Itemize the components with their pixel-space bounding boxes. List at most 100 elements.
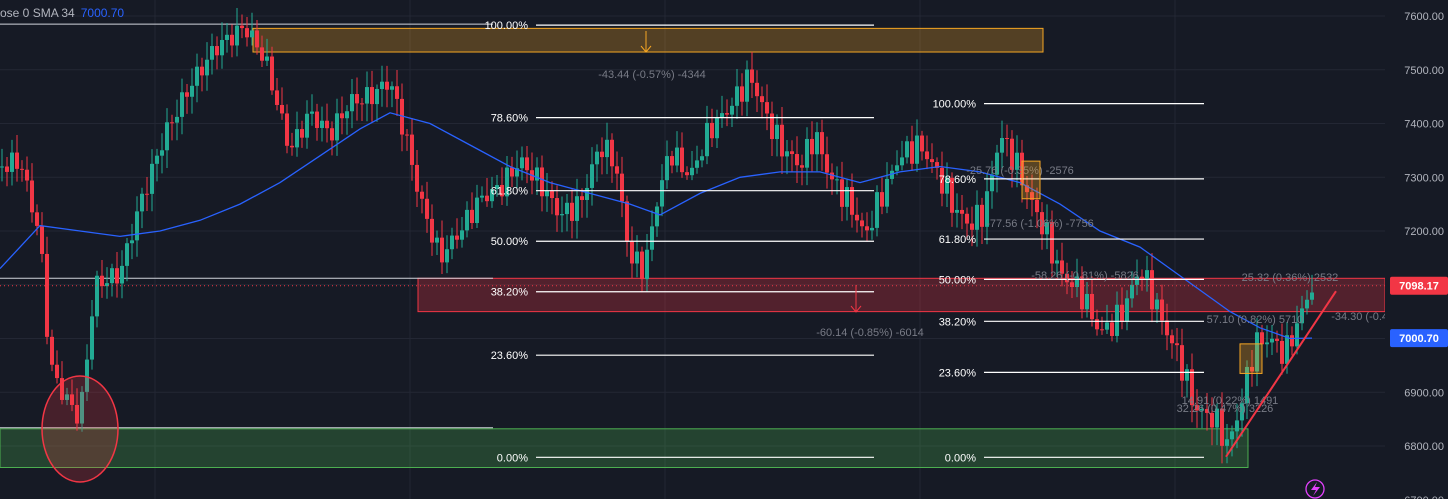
candle bbox=[465, 201, 469, 238]
candle-body bbox=[1235, 420, 1239, 432]
candle bbox=[775, 114, 779, 157]
candle bbox=[740, 73, 744, 116]
fib-level-label: 50.00% bbox=[491, 236, 529, 248]
candle bbox=[1135, 259, 1139, 296]
candle bbox=[980, 197, 984, 244]
candle-body bbox=[1150, 270, 1154, 310]
candle-body bbox=[1230, 431, 1234, 440]
candle bbox=[550, 181, 554, 215]
candle bbox=[375, 84, 379, 122]
candle bbox=[990, 160, 994, 209]
candle bbox=[490, 176, 494, 208]
candle bbox=[340, 96, 344, 135]
measure-label: -43.44 (-0.57%) -4344 bbox=[598, 69, 706, 81]
candle bbox=[705, 105, 709, 165]
down-arrow-marker bbox=[640, 31, 652, 53]
candle-body bbox=[130, 240, 134, 244]
candle-body bbox=[1240, 403, 1244, 421]
candle-body bbox=[50, 336, 54, 365]
candle bbox=[1180, 328, 1184, 398]
candle bbox=[430, 204, 434, 256]
candle bbox=[155, 148, 159, 182]
candle-body bbox=[505, 167, 509, 197]
candle bbox=[230, 24, 234, 58]
candle bbox=[520, 146, 524, 181]
candle bbox=[700, 149, 704, 168]
candle bbox=[70, 379, 74, 412]
candle bbox=[545, 173, 549, 212]
candle-body bbox=[1265, 342, 1269, 345]
candle bbox=[140, 187, 144, 229]
candle bbox=[435, 230, 439, 256]
candle bbox=[0, 148, 4, 182]
candle bbox=[1240, 388, 1244, 437]
candle-body bbox=[465, 209, 469, 231]
candle-body bbox=[230, 34, 234, 46]
candle bbox=[150, 149, 154, 212]
price-axis: 7600.007500.007400.007300.007200.007100.… bbox=[1385, 0, 1448, 499]
candle-body bbox=[585, 187, 589, 200]
candle-body bbox=[1075, 276, 1079, 287]
legend-text: ose 0 SMA 34 bbox=[0, 6, 75, 20]
candle bbox=[915, 119, 919, 172]
candle-body bbox=[1185, 369, 1189, 381]
candle-body bbox=[1030, 192, 1034, 200]
candle bbox=[145, 176, 149, 212]
fib-level-label: 100.00% bbox=[485, 20, 529, 32]
candle bbox=[1055, 249, 1059, 277]
candle-body bbox=[1190, 369, 1194, 406]
candle bbox=[115, 252, 119, 298]
candle bbox=[175, 99, 179, 141]
candle bbox=[535, 157, 539, 195]
candle-body bbox=[1310, 292, 1314, 300]
candle-body bbox=[985, 191, 989, 227]
candle-body bbox=[295, 129, 299, 148]
candle-body bbox=[1195, 405, 1199, 411]
candle-body bbox=[675, 147, 679, 166]
candle-body bbox=[135, 211, 139, 241]
candle bbox=[75, 388, 79, 431]
candle bbox=[1305, 290, 1309, 315]
candle-body bbox=[820, 132, 824, 155]
candle bbox=[1175, 328, 1179, 362]
candle-body bbox=[915, 135, 919, 164]
candle-body bbox=[1000, 138, 1004, 153]
candle-body bbox=[1280, 340, 1284, 364]
candle bbox=[165, 108, 169, 169]
candle-body bbox=[570, 202, 574, 221]
candle-body bbox=[805, 138, 809, 168]
candle-body bbox=[1285, 335, 1289, 364]
candle bbox=[970, 206, 974, 247]
candle-body bbox=[1070, 282, 1074, 287]
candle-body bbox=[300, 129, 304, 138]
candle-body bbox=[360, 103, 364, 105]
candle bbox=[690, 151, 694, 181]
price-tick-label: 7300.00 bbox=[1404, 172, 1444, 184]
candle-body bbox=[310, 111, 314, 114]
candle-body bbox=[550, 190, 554, 199]
candle bbox=[610, 133, 614, 183]
candle-body bbox=[1065, 273, 1069, 283]
candle bbox=[1245, 360, 1249, 420]
candle-body bbox=[95, 275, 99, 317]
candle bbox=[1210, 397, 1214, 446]
candle bbox=[440, 220, 444, 275]
candle-body bbox=[970, 223, 974, 230]
candle-body bbox=[790, 151, 794, 155]
candle-body bbox=[1300, 308, 1304, 324]
candle-body bbox=[1100, 329, 1104, 331]
candle bbox=[965, 207, 969, 240]
candle bbox=[830, 163, 834, 195]
candle bbox=[975, 190, 979, 247]
candle bbox=[560, 196, 564, 233]
candle-body bbox=[595, 151, 599, 165]
candle bbox=[455, 218, 459, 249]
candle bbox=[190, 68, 194, 114]
candle bbox=[180, 78, 184, 135]
candle bbox=[405, 128, 409, 151]
price-tick-label: 7600.00 bbox=[1404, 11, 1444, 23]
candle-body bbox=[995, 152, 999, 175]
candle bbox=[260, 35, 264, 67]
candle-body bbox=[920, 135, 924, 152]
